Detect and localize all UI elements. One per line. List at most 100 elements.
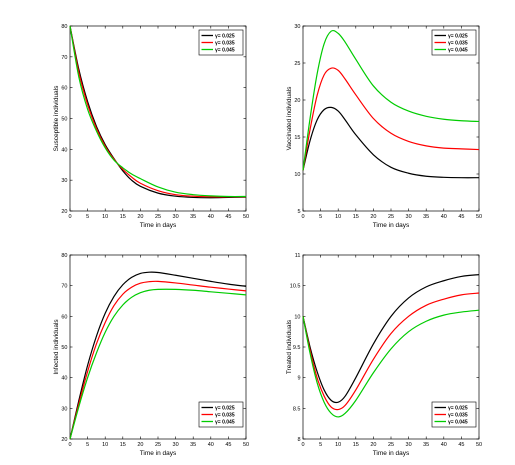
x-axis-label: Time in days [140, 222, 177, 229]
y-axis-label: Vaccinated individuals [286, 86, 293, 151]
x-tick-label: 40 [208, 214, 214, 220]
y-tick-label: 20 [61, 437, 67, 443]
x-tick-label: 10 [102, 214, 108, 220]
x-tick-label: 40 [441, 214, 447, 220]
y-axis-label: Infected individuals [53, 319, 60, 375]
series-line-3 [69, 288, 247, 440]
y-tick-label: 70 [61, 284, 67, 290]
y-axis-label: Susceptible individuals [53, 85, 60, 152]
y-tick-label: 8 [297, 437, 300, 443]
x-tick-label: 50 [243, 214, 249, 220]
x-tick-label: 20 [137, 442, 143, 448]
y-tick-label: 40 [61, 147, 67, 153]
x-axis-label: Time in days [373, 222, 410, 229]
plot-frame [302, 25, 480, 212]
x-tick-label: 0 [301, 442, 304, 448]
x-tick-label: 25 [388, 442, 394, 448]
x-tick-label: 35 [423, 214, 429, 220]
y-tick-label: 60 [61, 314, 67, 320]
x-tick-label: 0 [68, 442, 71, 448]
y-tick-label: 30 [61, 406, 67, 412]
legend-entry: γ= 0.045 [215, 47, 235, 53]
x-tick-label: 45 [458, 442, 464, 448]
y-tick-label: 8.5 [293, 406, 301, 412]
y-tick-label: 9.5 [293, 345, 301, 351]
x-tick-label: 25 [388, 214, 394, 220]
series-line-3 [69, 25, 247, 198]
legend-entry: γ= 0.035 [448, 40, 468, 46]
y-tick-label: 50 [61, 117, 67, 123]
x-tick-label: 40 [441, 442, 447, 448]
x-tick-label: 20 [370, 214, 376, 220]
x-tick-label: 15 [353, 214, 359, 220]
chart-panel-1: 0 5 10 15 20 25 30 35 40 45 50 20 30 40 50 60 70 80 Time i… [53, 24, 249, 229]
y-tick-label: 40 [61, 376, 67, 382]
x-tick-label: 10 [335, 442, 341, 448]
x-tick-label: 5 [86, 214, 89, 220]
x-tick-label: 5 [86, 442, 89, 448]
y-tick-label: 20 [61, 209, 67, 215]
x-tick-label: 20 [370, 442, 376, 448]
legend-entry: γ= 0.035 [215, 412, 235, 418]
x-axis-label: Time in days [373, 450, 410, 457]
y-tick-label: 80 [61, 253, 67, 259]
x-tick-label: 5 [319, 214, 322, 220]
legend-box [431, 29, 477, 56]
legend-entry: γ= 0.045 [215, 419, 235, 425]
x-tick-label: 0 [68, 214, 71, 220]
x-tick-label: 50 [476, 214, 482, 220]
x-tick-label: 15 [353, 442, 359, 448]
y-tick-label: 5 [297, 209, 300, 215]
series-line-2 [69, 280, 247, 440]
series-line-1 [69, 25, 247, 199]
legend-entry: γ= 0.035 [215, 40, 235, 46]
legend-entry: γ= 0.025 [215, 33, 235, 39]
x-tick-label: 40 [208, 442, 214, 448]
x-tick-label: 20 [137, 214, 143, 220]
y-tick-label: 20 [294, 98, 300, 104]
y-tick-label: 80 [61, 24, 67, 30]
x-tick-label: 35 [423, 442, 429, 448]
x-tick-label: 45 [225, 214, 231, 220]
x-tick-label: 35 [190, 442, 196, 448]
series-line-3 [302, 29, 480, 171]
x-tick-label: 25 [155, 442, 161, 448]
x-tick-label: 35 [190, 214, 196, 220]
y-tick-label: 50 [61, 345, 67, 351]
y-tick-label: 25 [294, 61, 300, 67]
x-tick-label: 30 [406, 442, 412, 448]
y-axis-label: Treated individuals [286, 319, 293, 374]
legend-entry: γ= 0.025 [448, 33, 468, 39]
x-tick-label: 45 [458, 214, 464, 220]
legend-entry: γ= 0.025 [215, 405, 235, 411]
y-tick-label: 10 [294, 314, 300, 320]
y-tick-label: 9 [297, 376, 300, 382]
x-tick-label: 30 [406, 214, 412, 220]
chart-panel-3: 0 5 10 15 20 25 30 35 40 45 50 20 30 40 50 60 70 80 Time i… [53, 253, 249, 457]
y-tick-label: 30 [61, 178, 67, 184]
x-tick-label: 50 [476, 442, 482, 448]
x-tick-label: 10 [102, 442, 108, 448]
x-axis-label: Time in days [140, 450, 177, 457]
series-line-2 [69, 25, 246, 198]
x-tick-label: 25 [155, 214, 161, 220]
legend-entry: γ= 0.045 [448, 47, 468, 53]
x-tick-label: 10 [335, 214, 341, 220]
y-tick-label: 11 [295, 253, 301, 259]
plot-frame [69, 25, 247, 212]
series-line-2 [302, 292, 480, 411]
y-tick-label: 10.5 [290, 284, 301, 290]
chart-panel-4: 0 5 10 15 20 25 30 35 40 45 50 8 8.5 9 9.5 10 10.5 11 Time… [286, 253, 482, 457]
x-tick-label: 30 [173, 214, 179, 220]
y-tick-label: 15 [294, 135, 300, 141]
x-tick-label: 0 [301, 214, 304, 220]
series-line-2 [302, 67, 480, 171]
x-tick-label: 45 [225, 442, 231, 448]
x-tick-label: 15 [120, 214, 126, 220]
series-line-1 [302, 106, 480, 179]
y-tick-label: 30 [294, 24, 300, 30]
